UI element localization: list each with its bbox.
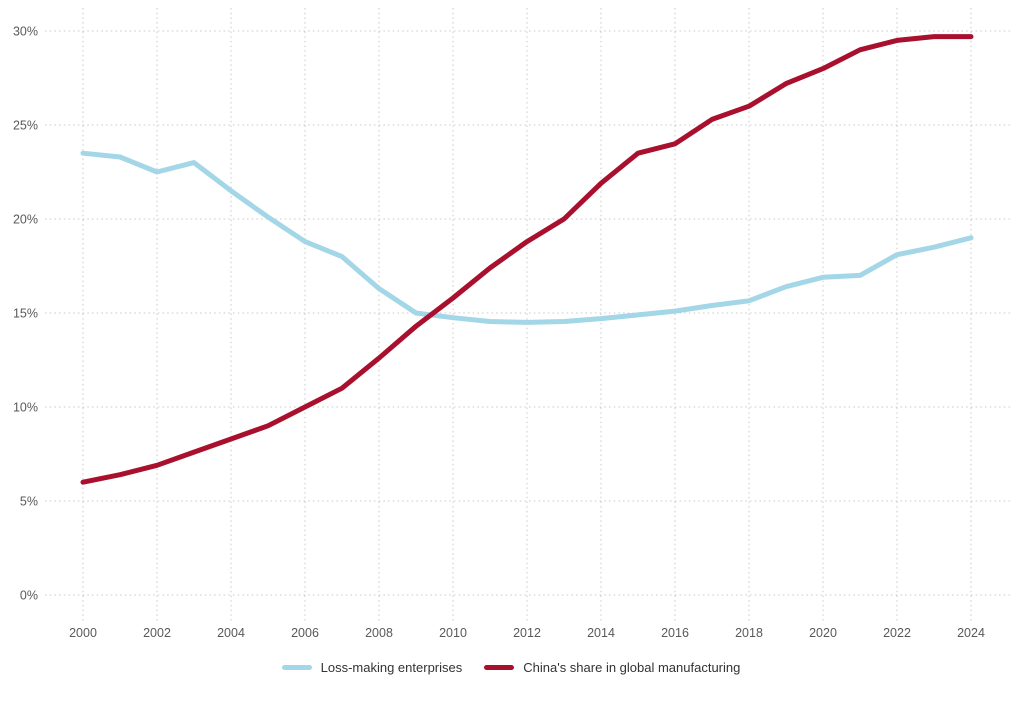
legend-item-china-share: China's share in global manufacturing <box>484 660 740 675</box>
x-axis-tick-label: 2004 <box>217 626 245 640</box>
y-axis-tick-label: 25% <box>13 119 38 133</box>
x-axis-tick-label: 2010 <box>439 626 467 640</box>
x-axis-tick-label: 2000 <box>69 626 97 640</box>
legend-swatch-red-icon <box>484 665 515 670</box>
x-axis-tick-label: 2018 <box>735 626 763 640</box>
x-axis-tick-label: 2022 <box>883 626 911 640</box>
chart-legend: Loss-making enterprises China's share in… <box>0 660 1022 675</box>
x-axis-tick-label: 2002 <box>143 626 171 640</box>
legend-item-loss-making-enterprises: Loss-making enterprises <box>281 660 463 675</box>
chart-plot-area: 0% 5% 10% 15% 20% 25% 30% 2000 2002 2004 2006 2008 2… <box>13 8 1012 640</box>
legend-label-china-share: China's share in global manufacturing <box>523 660 741 675</box>
y-axis-tick-label: 5% <box>20 495 38 509</box>
y-axis-tick-label: 15% <box>13 307 38 321</box>
x-axis-tick-label: 2024 <box>957 626 985 640</box>
y-axis-tick-label: 10% <box>13 401 38 415</box>
x-axis-tick-label: 2012 <box>513 626 541 640</box>
x-axis-tick-label: 2020 <box>809 626 837 640</box>
x-axis-tick-label: 2006 <box>291 626 319 640</box>
x-axis-tick-label: 2016 <box>661 626 689 640</box>
y-axis-tick-label: 30% <box>13 25 38 39</box>
x-axis-tick-label: 2014 <box>587 626 615 640</box>
legend-swatch-blue-icon <box>281 665 312 670</box>
y-axis-tick-label: 0% <box>20 589 38 603</box>
series-line-0 <box>80 150 974 325</box>
series-line-1 <box>80 34 974 485</box>
y-axis-tick-label: 20% <box>13 213 38 227</box>
x-axis-tick-label: 2008 <box>365 626 393 640</box>
legend-label-loss-making-enterprises: Loss-making enterprises <box>320 660 463 675</box>
